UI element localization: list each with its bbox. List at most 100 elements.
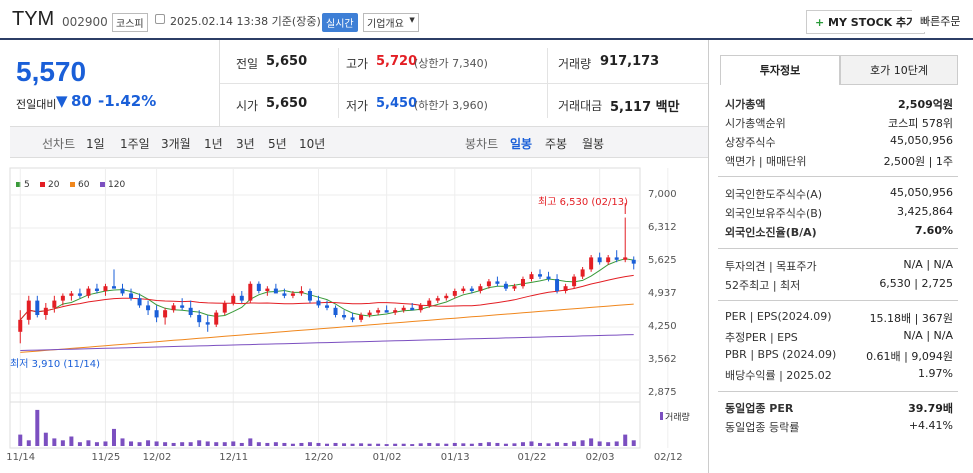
market-badge: 코스피 — [112, 13, 148, 32]
info-value: 2,509억원 — [897, 98, 953, 111]
candle-body — [623, 257, 628, 260]
info-label: PER | EPS(2024.09) — [725, 310, 832, 323]
candle-body — [529, 274, 534, 279]
candle-body — [435, 298, 440, 301]
tab-period-5y[interactable]: 5년 — [268, 137, 287, 151]
candle-body — [265, 288, 270, 291]
candle-body — [563, 286, 568, 291]
candle-body — [316, 300, 321, 306]
info-label: 투자의견 | 목표주가 — [725, 260, 817, 273]
info-label: 시가총액순위 — [725, 117, 786, 130]
quick-order-button[interactable]: 빠른주문 — [912, 10, 969, 32]
plus-icon: + — [815, 16, 829, 29]
volume-bar — [384, 444, 389, 446]
tab-daily[interactable]: 일봉 — [510, 137, 533, 151]
stock-name: TYM — [12, 8, 55, 30]
y-tick-label: 5,625 — [648, 255, 677, 266]
volume-label: 거래량 — [558, 57, 592, 71]
candle-body — [572, 276, 577, 287]
tab-invest-info[interactable]: 투자정보 — [720, 55, 840, 85]
x-tick-label: 12/20 — [304, 452, 334, 463]
volume-bar — [555, 442, 560, 446]
tab-period-1y[interactable]: 1년 — [204, 137, 223, 151]
volume-bar — [307, 442, 312, 446]
volume-bar — [376, 443, 381, 446]
info-value: 3,425,864 — [897, 205, 953, 218]
volume-bar — [367, 443, 372, 446]
info-label: 동일업종 등락률 — [725, 421, 800, 434]
info-label: 추정PER | EPS — [725, 331, 798, 344]
my-stock-add-button[interactable]: + MY STOCK 추가 — [806, 10, 926, 34]
volume-bar — [256, 442, 261, 446]
candle-body — [188, 307, 193, 315]
volume-bar — [486, 442, 491, 446]
legend-ma20-label: 20 — [48, 180, 60, 190]
volume-bar — [26, 440, 31, 446]
volume-bar — [273, 442, 278, 446]
tab-line-chart[interactable]: 선차트 — [42, 137, 76, 151]
info-section-divider — [718, 300, 958, 301]
amount-label: 거래대금 — [558, 99, 603, 113]
company-info-label: 기업개요 — [367, 19, 404, 30]
tab-period-1w[interactable]: 1주일 — [120, 137, 150, 151]
candle-body — [103, 286, 108, 291]
candle-body — [342, 315, 347, 318]
x-tick-label: 01/13 — [440, 452, 470, 463]
legend-swatch-ma120 — [100, 182, 105, 187]
volume-bar — [60, 440, 65, 446]
volume-bar — [359, 443, 364, 446]
volume-bar — [606, 442, 611, 446]
info-label: 동일업종 PER — [725, 402, 794, 415]
volume-value: 917,173 — [600, 54, 660, 69]
open-label: 시가 — [236, 99, 259, 113]
info-label: 외국인보유주식수(B) — [725, 207, 823, 220]
y-tick-label: 3,562 — [648, 354, 677, 365]
company-info-dropdown[interactable]: 기업개요 ▼ — [363, 13, 419, 32]
price-chart[interactable] — [0, 0, 708, 473]
candle-body — [325, 305, 329, 308]
volume-legend-label: 거래량 — [665, 413, 690, 423]
high-label: 고가 — [346, 57, 369, 71]
candle-body — [555, 279, 560, 291]
legend-ma5-label: 5 — [24, 180, 30, 190]
volume-bar — [120, 438, 125, 446]
tab-weekly[interactable]: 주봉 — [545, 137, 568, 151]
chart-tab-bar — [10, 126, 708, 158]
candle-body — [18, 319, 23, 332]
volume-bar — [248, 438, 253, 446]
stock-code: 002900 — [62, 15, 108, 29]
volume-bar — [563, 442, 568, 446]
volume-bar — [35, 409, 40, 446]
tab-period-1d[interactable]: 1일 — [86, 137, 105, 151]
candle-body — [86, 288, 91, 296]
candle-body — [418, 305, 423, 311]
candle-body — [580, 269, 585, 277]
open-value: 5,650 — [266, 96, 308, 111]
volume-bar — [325, 443, 329, 446]
info-value: N/A | N/A — [903, 329, 953, 342]
candle-body — [427, 300, 432, 306]
info-value: 45,050,956 — [890, 134, 953, 147]
lower-limit: (하한가 3,960) — [414, 99, 488, 112]
tab-monthly[interactable]: 월봉 — [582, 137, 605, 151]
tab-period-3m[interactable]: 3개월 — [161, 137, 191, 151]
candle-body — [111, 286, 116, 289]
legend-swatch-volume — [660, 412, 663, 420]
quote-datetime: 2025.02.14 13:38 기준(장중) — [170, 15, 321, 28]
volume-bar — [69, 436, 74, 446]
realtime-badge[interactable]: 실시간 — [322, 13, 358, 32]
volume-bar — [435, 443, 440, 446]
candle-body — [299, 291, 304, 294]
candle-body — [359, 315, 364, 320]
info-label: 시가총액 — [725, 98, 766, 111]
calendar-icon — [155, 14, 165, 24]
candle-body — [77, 293, 82, 296]
tab-period-10y[interactable]: 10년 — [299, 137, 326, 151]
x-tick-label: 01/22 — [517, 452, 547, 463]
chevron-down-icon: ▼ — [409, 16, 415, 24]
candle-body — [520, 279, 525, 287]
tab-period-3y[interactable]: 3년 — [236, 137, 255, 151]
tab-candle-chart[interactable]: 봉차트 — [465, 137, 499, 151]
info-label: 액면가 | 매매단위 — [725, 155, 807, 168]
tab-orderbook[interactable]: 호가 10단계 — [840, 55, 958, 85]
